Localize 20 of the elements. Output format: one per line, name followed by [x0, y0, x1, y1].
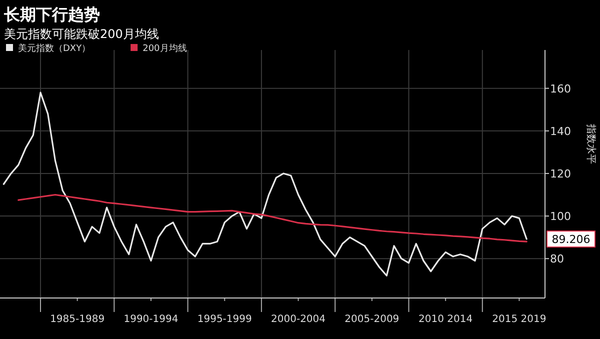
x-tick-label: 2005-2009: [344, 314, 400, 325]
x-tick-label: 2015 2019: [492, 314, 546, 325]
legend-label: 200月均线: [142, 43, 187, 54]
y-tick-label: 120: [550, 167, 571, 180]
text: 89.206: [552, 233, 590, 246]
x-tick-label: 2010 2014: [418, 314, 473, 325]
x-tick-label: 1995-1999: [197, 314, 252, 325]
x-tick-label: 2000-2004: [271, 314, 326, 325]
x-tick-label: 1990-1994: [124, 314, 178, 325]
y-tick-label: 100: [550, 210, 571, 224]
chart-title: 长期下行趋势: [3, 5, 100, 24]
y-axis-title: 指数水平: [585, 123, 597, 164]
y-tick-label: 160: [550, 82, 571, 96]
legend-label: 美元指数（DXY）: [18, 43, 91, 54]
x-tick-label: 1985-1989: [50, 314, 105, 325]
y-tick-label: 80: [550, 252, 564, 266]
chart-subtitle: 美元指数可能跌破200月均线: [4, 27, 159, 41]
line-series: [2, 92, 528, 276]
y-tick-label: 140: [550, 124, 571, 138]
line-series: [18, 194, 528, 242]
